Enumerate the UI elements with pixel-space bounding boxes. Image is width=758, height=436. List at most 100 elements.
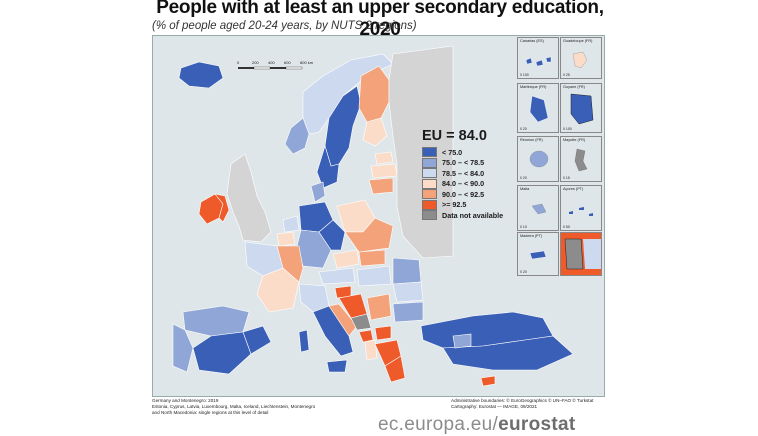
- romania-region-1: [392, 257, 422, 285]
- map-notes: Germany and Montenegro: 2019 Estonia, Cy…: [152, 398, 315, 415]
- legend-label: Data not available: [442, 210, 504, 220]
- legend-item-785-84: 78.5 – < 84.0: [422, 168, 518, 179]
- north-macedonia-region: [374, 325, 392, 341]
- legend-swatch: [422, 210, 437, 221]
- legend-item-75-785: 75.0 – < 78.5: [422, 157, 518, 169]
- czechia-region: [332, 249, 360, 269]
- eastern-non-eu: [388, 45, 454, 259]
- sardinia-region: [298, 329, 310, 353]
- footer-brand: eurostat: [498, 414, 576, 435]
- legend-label: 90.0 – < 92.5: [442, 189, 485, 199]
- scale-bar: 0 200 400 600 800 km: [237, 60, 318, 72]
- sicily-region: [326, 359, 348, 373]
- finland-region-1: [358, 65, 390, 123]
- legend-label: 78.5 – < 84.0: [442, 168, 485, 178]
- portugal-region: [172, 323, 194, 373]
- estonia-region: [374, 151, 394, 165]
- legend-item-gte925: >= 92.5: [422, 199, 518, 211]
- inset-name: Canarias (ES): [520, 39, 544, 43]
- bulgaria-region: [392, 301, 424, 323]
- norway-region-2: [284, 117, 310, 155]
- legend-item-na: Data not available: [422, 210, 518, 221]
- inset-scale: 0 100: [520, 73, 529, 77]
- note-line: Estonia, Cyprus, Latvia, Luxembourg, Mal…: [152, 403, 316, 409]
- legend-label: 84.0 – < 90.0: [442, 179, 485, 189]
- latvia-region: [370, 163, 398, 179]
- legend-item-84-90: 84.0 – < 90.0: [422, 178, 518, 190]
- inset-name: Madeira (PT): [520, 234, 543, 238]
- legend-item-lt75: < 75.0: [422, 147, 518, 158]
- inset-scale: 0 20: [520, 270, 527, 274]
- legend-swatch: [422, 147, 437, 158]
- note-line: and North Macedonia: single regions at t…: [152, 409, 269, 415]
- inset-name: Açores (PT): [563, 187, 584, 191]
- albania-region: [364, 339, 378, 361]
- inset-name: Réunion (FR): [520, 138, 543, 142]
- lithuania-region: [368, 177, 394, 195]
- inset-name: Guyane (FR): [563, 85, 585, 89]
- scale-label-1: 200: [252, 60, 259, 65]
- note-line: Germany and Montenegro: 2019: [152, 398, 219, 403]
- legend: EU = 84.0 < 75.0 75.0 – < 78.5 78.5 – < …: [422, 128, 518, 221]
- montenegro-region: [358, 329, 374, 343]
- scale-label-3: 600: [284, 60, 291, 65]
- legend-swatch: [422, 189, 437, 200]
- legend-label: >= 92.5: [442, 200, 467, 210]
- spain-region-2: [192, 331, 252, 375]
- romania-region-2: [392, 281, 424, 303]
- inset-scale: 0 20: [520, 127, 527, 131]
- credit-line: Administrative boundaries: © EuroGeograp…: [451, 398, 594, 403]
- inset-madeira: Madeira (PT) 0 20: [517, 232, 559, 276]
- finland-region-2: [362, 117, 388, 147]
- spain-region-3: [242, 325, 272, 355]
- inset-scale: 0 20: [520, 176, 527, 180]
- uk-land: [226, 153, 272, 243]
- ireland-region-b: [214, 193, 230, 223]
- scale-label-0: 0: [237, 60, 240, 65]
- inset-scale: 0 10: [520, 225, 527, 229]
- denmark-region: [310, 181, 326, 203]
- inset-canarias: Canarias (ES) 0 100: [517, 37, 559, 79]
- inset-guyane: Guyane (FR) 0 100: [560, 83, 602, 133]
- eurostat-footer: ec.europa.eu/eurostat: [378, 414, 575, 436]
- cyprus-region: [480, 375, 496, 387]
- spain-region-1: [182, 305, 250, 337]
- inset-name: Martinique (FR): [520, 85, 547, 89]
- inset-liechtenstein: Liechtenstein: [560, 232, 602, 276]
- inset-scale: 0 50: [563, 225, 570, 229]
- credit-line: Cartography: Eurostat — IMAGE, 09/2021: [451, 403, 538, 409]
- inset-acores: Açores (PT) 0 50: [560, 185, 602, 231]
- scale-label-4: 800 km: [300, 60, 314, 65]
- legend-swatch: [422, 178, 437, 189]
- serbia-region: [366, 293, 392, 321]
- inset-martinique: Martinique (FR) 0 20: [517, 83, 559, 133]
- legend-label: < 75.0: [442, 147, 463, 157]
- slovakia-region: [358, 249, 386, 267]
- legend-item-90-925: 90.0 – < 92.5: [422, 189, 518, 200]
- inset-scale: 0 15: [563, 176, 570, 180]
- turkey-region-2: [442, 335, 574, 371]
- scale-label-2: 400: [268, 60, 275, 65]
- netherlands-region: [282, 215, 300, 233]
- bosnia-region: [350, 313, 372, 331]
- legend-label: 75.0 – < 78.5: [442, 158, 485, 168]
- map-subtitle: (% of people aged 20-24 years, by NUTS 2…: [152, 20, 417, 32]
- austria-region: [318, 267, 356, 285]
- inset-scale: 0 25: [563, 73, 570, 77]
- inset-name: Guadeloupe (FR): [563, 39, 593, 43]
- europe-map: [172, 45, 574, 387]
- inset-mayotte: Mayotte (FR) 0 15: [560, 136, 602, 182]
- inset-name: Mayotte (FR): [563, 138, 586, 142]
- eu-average-label: EU = 84.0: [422, 128, 487, 144]
- inset-malta: Malta 0 10: [517, 185, 559, 231]
- iceland-region: [178, 61, 224, 89]
- legend-swatch: [422, 168, 437, 179]
- sweden-region-2: [316, 144, 340, 189]
- map-title: People with at least an upper secondary …: [156, 0, 604, 40]
- hungary-region: [356, 265, 392, 287]
- turkey-region-3: [452, 333, 472, 349]
- germany-region-3: [318, 219, 346, 251]
- legend-swatch: [422, 157, 437, 168]
- legend-swatch: [422, 199, 437, 210]
- map-credits: Administrative boundaries: © EuroGeograp…: [451, 398, 593, 410]
